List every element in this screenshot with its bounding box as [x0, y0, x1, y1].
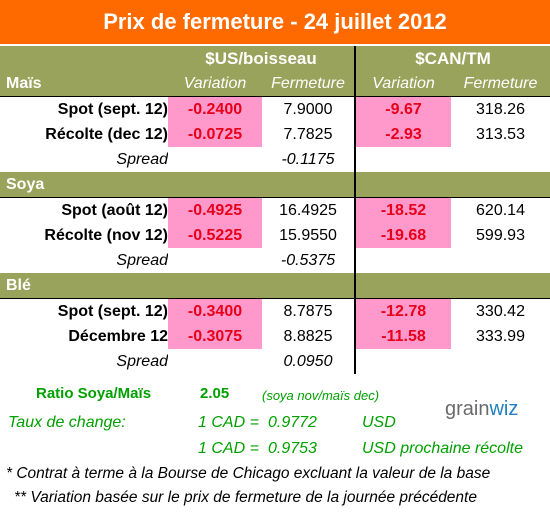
- spread-empty: [354, 248, 451, 273]
- footnote-1: * Contrat à terme à la Bourse de Chicago…: [6, 465, 491, 482]
- spread-empty: [451, 349, 550, 374]
- row-label: Récolte (dec 12): [45, 126, 168, 143]
- exchange-value: 0.9753: [268, 440, 317, 457]
- us-variation: -0.2400: [168, 96, 262, 122]
- spread-label: Spread: [116, 252, 168, 269]
- section-fill: [262, 273, 355, 299]
- can-variation: -12.78: [354, 298, 451, 324]
- table-row: Décembre 12 -0.3075 8.8825 -11.58 333.99: [0, 324, 550, 349]
- us-fermeture: 15.9550: [279, 227, 337, 244]
- section-fill: [262, 172, 355, 198]
- exchange-lhs: 1 CAD =: [198, 414, 259, 431]
- us-fermeture: 8.8825: [283, 328, 333, 345]
- spread-empty: [168, 248, 262, 273]
- table-row: Récolte (nov 12) -0.5225 15.9550 -19.68 …: [0, 223, 550, 248]
- footnote-2: ** Variation basée sur le prix de fermet…: [14, 489, 477, 506]
- section-row-ble: Blé: [0, 273, 550, 299]
- exchange-lhs: 1 CAD =: [198, 440, 259, 457]
- section-fill: [451, 273, 550, 299]
- ratio-value: 2.05: [200, 385, 230, 402]
- row-label: Décembre 12: [68, 328, 168, 345]
- us-variation: -0.5225: [168, 223, 262, 248]
- logo-accent: wiz: [489, 398, 519, 420]
- header-row-columns: Maïs Variation Fermeture Variation Ferme…: [0, 71, 550, 97]
- exchange-label: Taux de change:: [8, 414, 126, 431]
- table-row: Spot (sept. 12) -0.3400 8.7875 -12.78 33…: [0, 298, 550, 324]
- can-variation: -18.52: [354, 197, 451, 223]
- spread-value: -0.1175: [281, 151, 335, 168]
- header-fermeture-us: Fermeture: [262, 71, 355, 97]
- section-label-mais: Maïs: [0, 71, 168, 97]
- spread-label: Spread: [116, 353, 168, 370]
- section-fill: [354, 273, 451, 299]
- section-label-soya: Soya: [0, 172, 168, 198]
- exchange-value: 0.9772: [268, 414, 317, 431]
- can-fermeture: 313.53: [476, 126, 525, 143]
- ratio-note: (soya nov/maïs dec): [262, 388, 380, 403]
- spread-value: -0.5375: [280, 252, 336, 269]
- header-variation-us: Variation: [168, 71, 262, 97]
- can-fermeture: 318.26: [451, 96, 550, 122]
- us-variation: -0.3400: [168, 298, 262, 324]
- ratio-label: Ratio Soya/Maïs: [36, 385, 152, 402]
- header-fermeture-can: Fermeture: [451, 71, 550, 97]
- us-fermeture: 7.9000: [262, 96, 355, 122]
- spread-empty: [168, 147, 262, 172]
- can-variation: -11.58: [354, 324, 451, 349]
- section-fill: [354, 172, 451, 198]
- exchange-unit: USD prochaine récolte: [362, 440, 523, 457]
- spread-row: Spread -0.5375: [0, 248, 550, 273]
- section-fill: [168, 172, 262, 198]
- can-fermeture: 333.99: [476, 328, 525, 345]
- spread-label: Spread: [116, 151, 168, 168]
- header-empty: [0, 46, 168, 71]
- can-fermeture: 620.14: [451, 197, 550, 223]
- us-variation: -0.3075: [168, 324, 262, 349]
- us-fermeture: 8.7875: [262, 298, 355, 324]
- table-row: Spot (sept. 12) -0.2400 7.9000 -9.67 318…: [0, 96, 550, 122]
- us-fermeture: 16.4925: [262, 197, 355, 223]
- spread-row: Spread 0.0950: [0, 349, 550, 374]
- spread-empty: [451, 147, 550, 172]
- spread-empty: [451, 248, 550, 273]
- table-row: Spot (août 12) -0.4925 16.4925 -18.52 62…: [0, 197, 550, 223]
- table-row: Récolte (dec 12) -0.0725 7.7825 -2.93 31…: [0, 122, 550, 147]
- can-fermeture: 599.93: [476, 227, 525, 244]
- us-variation: -0.0725: [168, 122, 262, 147]
- header-group-us: $US/boisseau: [168, 46, 355, 71]
- section-label-ble: Blé: [0, 273, 168, 299]
- us-fermeture: 7.7825: [283, 126, 333, 143]
- exchange-unit: USD: [362, 414, 396, 431]
- spread-value: 0.0950: [283, 353, 333, 370]
- page-title: Prix de fermeture - 24 juillet 2012: [0, 0, 550, 44]
- can-fermeture: 330.42: [451, 298, 550, 324]
- can-variation: -19.68: [354, 223, 451, 248]
- spread-empty: [354, 147, 451, 172]
- header-row-groups: $US/boisseau $CAN/TM: [0, 46, 550, 71]
- spread-empty: [354, 349, 451, 374]
- section-fill: [451, 172, 550, 198]
- section-row-soya: Soya: [0, 172, 550, 198]
- row-label: Spot (août 12): [0, 197, 168, 223]
- us-variation: -0.4925: [168, 197, 262, 223]
- price-table: $US/boisseau $CAN/TM Maïs Variation Ferm…: [0, 46, 550, 374]
- spread-empty: [168, 349, 262, 374]
- can-variation: -2.93: [354, 122, 451, 147]
- logo-text: grain: [445, 398, 490, 420]
- can-variation: -9.67: [354, 96, 451, 122]
- row-label: Spot (sept. 12): [0, 298, 168, 324]
- spread-row: Spread -0.1175: [0, 147, 550, 172]
- row-label: Spot (sept. 12): [0, 96, 168, 122]
- grainwiz-logo: grainwiz: [445, 398, 545, 432]
- row-label: Récolte (nov 12): [44, 227, 168, 244]
- header-group-can: $CAN/TM: [354, 46, 550, 71]
- section-fill: [168, 273, 262, 299]
- header-variation-can: Variation: [354, 71, 451, 97]
